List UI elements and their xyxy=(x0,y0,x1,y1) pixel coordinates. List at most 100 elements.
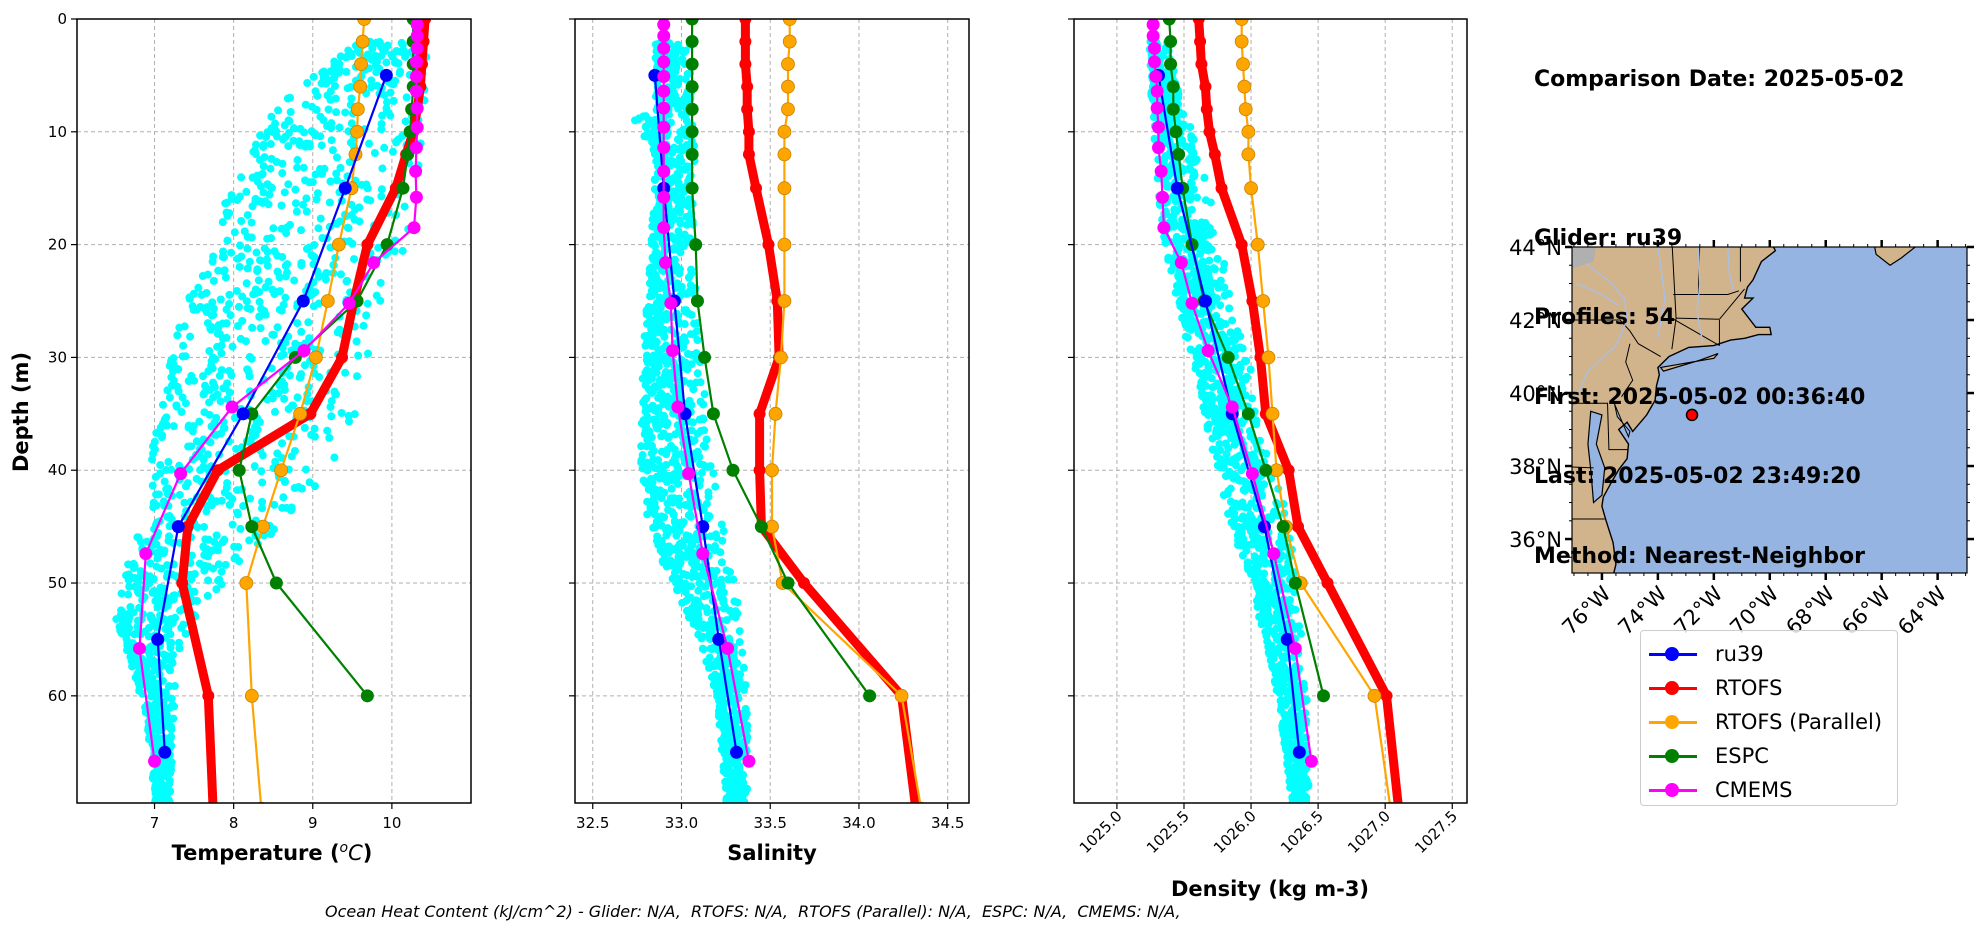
glider-scatter-point xyxy=(1292,766,1301,775)
glider-scatter-point xyxy=(1226,497,1235,506)
glider-scatter-point xyxy=(1183,333,1192,342)
glider-scatter-point xyxy=(199,542,208,551)
glider-scatter-point xyxy=(293,393,302,402)
data-point xyxy=(1166,80,1180,94)
glider-scatter-point xyxy=(233,486,242,495)
glider-scatter-point xyxy=(675,208,684,217)
glider-scatter-point xyxy=(230,542,239,551)
data-point xyxy=(297,344,311,358)
data-point xyxy=(1276,520,1290,534)
glider-scatter-point xyxy=(374,243,383,252)
map-lat-label: 44°N xyxy=(1509,236,1562,260)
glider-scatter-point xyxy=(152,733,161,742)
glider-scatter-point xyxy=(1195,344,1204,353)
glider-scatter xyxy=(112,37,431,803)
glider-scatter-point xyxy=(164,682,173,691)
glider-scatter-point xyxy=(170,682,179,691)
glider-scatter-point xyxy=(221,199,230,208)
glider-scatter-point xyxy=(332,176,341,185)
data-point xyxy=(232,463,246,477)
glider-scatter-point xyxy=(149,703,158,712)
glider-scatter-point xyxy=(1265,599,1274,608)
glider-scatter-point xyxy=(1292,773,1301,782)
glider-scatter-point xyxy=(133,533,142,542)
x-tick-label: 7 xyxy=(150,814,160,832)
glider-scatter-point xyxy=(668,148,677,157)
glider-scatter-point xyxy=(695,572,704,581)
glider-scatter-point xyxy=(1293,787,1302,796)
glider-scatter-point xyxy=(220,488,229,497)
glider-scatter-point xyxy=(1219,265,1228,274)
glider-scatter-point xyxy=(237,217,246,226)
glider-scatter-point xyxy=(280,380,289,389)
glider-scatter-point xyxy=(649,455,658,464)
glider-scatter-point xyxy=(363,184,372,193)
data-point xyxy=(1152,141,1166,155)
data-point xyxy=(1169,125,1183,139)
glider-scatter-point xyxy=(316,214,325,223)
glider-scatter-point xyxy=(148,481,157,490)
y-tick-label: 60 xyxy=(48,687,67,705)
glider-scatter-point xyxy=(168,618,177,627)
glider-scatter-point xyxy=(1201,196,1210,205)
glider-scatter-point xyxy=(1187,132,1196,141)
data-point xyxy=(354,57,368,72)
glider-scatter-point xyxy=(264,277,273,286)
glider-scatter-point xyxy=(353,372,362,381)
glider-scatter-point xyxy=(185,465,194,474)
glider-scatter-point xyxy=(699,415,708,424)
glider-scatter-point xyxy=(1185,322,1194,331)
data-point xyxy=(773,350,788,365)
glider-scatter-point xyxy=(201,305,210,314)
glider-scatter-point xyxy=(740,797,749,803)
glider-scatter-point xyxy=(167,373,176,382)
glider-scatter-point xyxy=(116,611,125,620)
glider-scatter-point xyxy=(711,482,720,491)
data-point xyxy=(739,58,752,71)
axes-frame xyxy=(574,18,970,804)
data-point xyxy=(176,577,189,590)
glider-scatter-point xyxy=(165,738,174,747)
glider-scatter-point xyxy=(124,590,133,599)
glider-scatter-point xyxy=(259,142,268,151)
glider-scatter-point xyxy=(233,508,242,517)
glider-scatter-point xyxy=(266,164,275,173)
data-point xyxy=(245,520,259,534)
glider-scatter-point xyxy=(193,596,202,605)
data-point xyxy=(355,34,370,49)
glider-scatter-point xyxy=(1236,502,1245,511)
glider-scatter-point xyxy=(125,582,134,591)
glider-scatter-point xyxy=(667,93,676,102)
data-point xyxy=(712,632,726,646)
glider-scatter-point xyxy=(1185,312,1194,321)
glider-scatter-point xyxy=(1250,528,1259,537)
glider-scatter-point xyxy=(175,644,184,653)
glider-scatter-point xyxy=(223,236,232,245)
glider-scatter-point xyxy=(270,500,279,509)
glider-scatter-point xyxy=(1162,180,1171,189)
glider-scatter-point xyxy=(695,579,704,588)
glider-scatter-point xyxy=(274,106,283,115)
glider-scatter-point xyxy=(389,96,398,105)
glider-scatter-point xyxy=(185,293,194,302)
glider-scatter-point xyxy=(680,165,689,174)
data-point xyxy=(1170,181,1184,195)
glider-scatter-point xyxy=(1301,775,1310,784)
glider-scatter-point xyxy=(1223,489,1232,498)
glider-scatter-point xyxy=(269,525,278,534)
glider-scatter-point xyxy=(1204,411,1213,420)
glider-scatter-point xyxy=(181,352,190,361)
data-point xyxy=(1185,296,1199,310)
glider-scatter-point xyxy=(208,257,217,266)
glider-scatter-point xyxy=(117,629,126,638)
series-espc xyxy=(1162,19,1330,703)
glider-scatter-point xyxy=(207,322,216,331)
glider-scatter-point xyxy=(663,524,672,533)
glider-scatter-point xyxy=(644,485,653,494)
glider-scatter-point xyxy=(286,107,295,116)
glider-scatter-point xyxy=(1186,178,1195,187)
glider-scatter-point xyxy=(157,802,161,803)
glider-scatter-point xyxy=(717,582,726,591)
glider-scatter-point xyxy=(133,622,142,631)
x-tick-label: 1025.0 xyxy=(1076,807,1126,857)
